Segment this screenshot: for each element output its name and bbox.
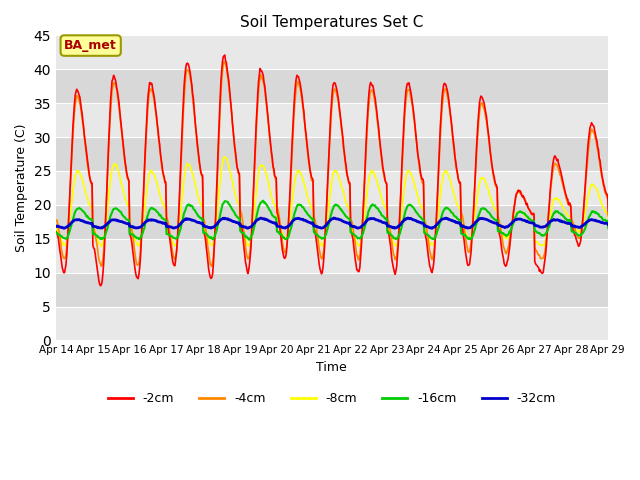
Bar: [56, 205, 608, 239]
Bar: [56, 239, 608, 273]
Bar: [56, 137, 608, 171]
Bar: [56, 171, 608, 205]
Bar: [56, 36, 608, 69]
Text: BA_met: BA_met: [64, 39, 117, 52]
Bar: [56, 273, 608, 307]
Bar: [56, 103, 608, 137]
X-axis label: Time: Time: [317, 361, 348, 374]
Bar: [56, 307, 608, 340]
Y-axis label: Soil Temperature (C): Soil Temperature (C): [15, 124, 28, 252]
Legend: -2cm, -4cm, -8cm, -16cm, -32cm: -2cm, -4cm, -8cm, -16cm, -32cm: [102, 387, 561, 410]
Bar: [56, 69, 608, 103]
Title: Soil Temperatures Set C: Soil Temperatures Set C: [240, 15, 424, 30]
